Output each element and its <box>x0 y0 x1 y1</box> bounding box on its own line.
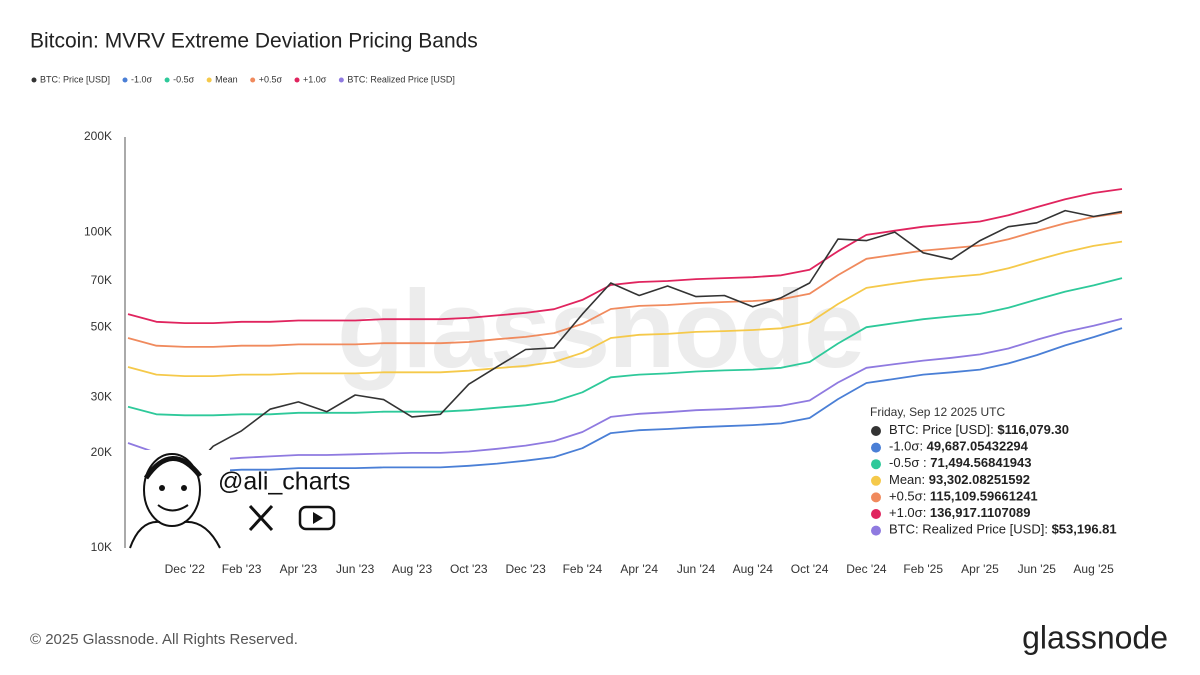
tooltip-value: 49,687.05432294 <box>927 439 1029 454</box>
legend-label: BTC: Realized Price [USD] <box>347 74 455 84</box>
series-line <box>127 211 1123 348</box>
tooltip-row: Mean: 93,302.08251592 <box>889 472 1030 487</box>
series-line <box>127 327 1123 473</box>
tooltip-separator: : <box>923 505 930 520</box>
tooltip-marker <box>871 459 881 470</box>
tooltip: Friday, Sep 12 2025 UTC BTC: Price [USD]… <box>870 405 1117 537</box>
tooltip-separator: : <box>919 439 926 454</box>
legend-marker <box>294 77 300 83</box>
tooltip-marker <box>871 492 881 503</box>
legend-label: BTC: Price [USD] <box>40 74 110 84</box>
tooltip-row: BTC: Realized Price [USD]: $53,196.81 <box>889 522 1117 537</box>
tooltip-marker <box>871 509 881 519</box>
legend-label: +1.0σ <box>303 74 327 84</box>
x-tick-label: Apr '23 <box>280 562 318 576</box>
tooltip-row: BTC: Price [USD]: $116,079.30 <box>889 422 1069 437</box>
x-tick-label: Oct '23 <box>450 562 488 576</box>
series-line <box>127 209 1123 478</box>
tooltip-name: +0.5σ <box>889 489 923 504</box>
x-tick-label: Aug '23 <box>392 562 433 576</box>
y-tick-label: 200K <box>84 129 112 143</box>
y-tick-label: 20K <box>91 445 112 459</box>
x-tick-label: Dec '23 <box>505 562 546 576</box>
tooltip-row: +1.0σ: 136,917.1107089 <box>889 505 1030 520</box>
x-tick-label: Apr '24 <box>620 562 658 576</box>
tooltip-value: $116,079.30 <box>997 422 1069 437</box>
tooltip-row: +0.5σ: 115,109.59661241 <box>889 489 1038 504</box>
legend-label: Mean <box>215 74 238 84</box>
y-tick-label: 50K <box>91 319 112 333</box>
x-tick-label: Feb '23 <box>222 562 262 576</box>
legend-marker <box>250 77 256 83</box>
tooltip-value: 93,302.08251592 <box>929 472 1030 487</box>
plot-area <box>127 188 1123 478</box>
tooltip-value: 115,109.59661241 <box>930 489 1038 504</box>
x-tick-label: Aug '25 <box>1073 562 1114 576</box>
social-icons <box>248 504 336 532</box>
y-tick-label: 30K <box>91 389 112 403</box>
legend-label: +0.5σ <box>259 74 283 84</box>
x-tick-label: Feb '25 <box>903 562 943 576</box>
tooltip-value: $53,196.81 <box>1052 522 1117 537</box>
tooltip-separator: : <box>919 456 930 471</box>
tooltip-separator: : <box>923 489 930 504</box>
tooltip-separator: : <box>922 472 929 487</box>
tooltip-value: 71,494.56841943 <box>930 456 1031 471</box>
handle: @ali_charts <box>218 468 350 496</box>
tooltip-value: 136,917.1107089 <box>930 505 1031 520</box>
watermark: glassnode <box>337 268 863 391</box>
x-tick-label: Jun '24 <box>677 562 716 576</box>
legend-marker <box>164 77 170 83</box>
legend-marker <box>122 77 128 83</box>
y-tick-label: 70K <box>91 273 112 287</box>
tooltip-name: BTC: Price [USD] <box>889 422 990 437</box>
tooltip-name: +1.0σ <box>889 505 923 520</box>
legend-marker <box>31 77 37 83</box>
chart-title: Bitcoin: MVRV Extreme Deviation Pricing … <box>30 30 478 53</box>
x-tick-label: Feb '24 <box>563 562 603 576</box>
series-line <box>127 317 1123 461</box>
series-line <box>127 277 1123 417</box>
y-tick-label: 10K <box>91 540 112 554</box>
tooltip-name: -0.5σ <box>889 456 919 471</box>
x-tick-label: Dec '24 <box>846 562 887 576</box>
x-tick-label: Oct '24 <box>791 562 829 576</box>
y-tick-label: 100K <box>84 224 112 238</box>
x-tick-label: Jun '23 <box>336 562 375 576</box>
series-line <box>127 240 1123 377</box>
legend-marker <box>338 77 344 83</box>
brand-logo: glassnode <box>1022 619 1168 655</box>
tooltip-separator: : <box>990 422 997 437</box>
tooltip-name: Mean <box>889 472 922 487</box>
tooltip-separator: : <box>1044 522 1051 537</box>
tooltip-marker <box>871 442 881 453</box>
tooltip-title: Friday, Sep 12 2025 UTC <box>870 405 1006 419</box>
x-tick-label: Dec '22 <box>165 562 206 576</box>
tooltip-marker <box>871 475 881 486</box>
series-line <box>127 188 1123 324</box>
tooltip-marker <box>871 525 881 536</box>
tooltip-row: -1.0σ: 49,687.05432294 <box>889 439 1029 454</box>
avatar <box>126 450 230 549</box>
legend-label: -0.5σ <box>173 74 195 84</box>
legend-marker <box>206 77 212 83</box>
legend-label: -1.0σ <box>131 74 153 84</box>
x-tick-label: Aug '24 <box>733 562 774 576</box>
x-tick-label: Jun '25 <box>1018 562 1057 576</box>
tooltip-name: BTC: Realized Price [USD] <box>889 522 1044 537</box>
tooltip-marker <box>871 426 881 436</box>
tooltip-row: -0.5σ : 71,494.56841943 <box>889 456 1032 471</box>
legend: BTC: Price [USD] -1.0σ -0.5σ Mean +0.5σ +1.0σ… <box>31 74 455 84</box>
copyright: © 2025 Glassnode. All Rights Reserved. <box>30 631 298 648</box>
tooltip-name: -1.0σ <box>889 439 919 454</box>
x-tick-label: Apr '25 <box>961 562 999 576</box>
